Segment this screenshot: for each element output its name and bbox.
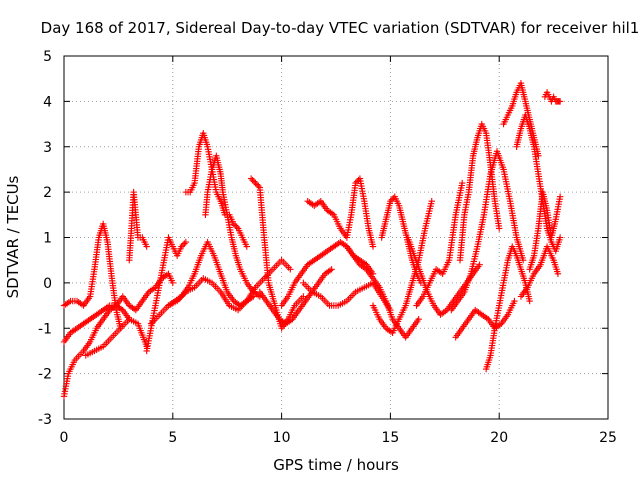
- data-point: [300, 293, 307, 300]
- data-point: [231, 222, 239, 229]
- satellite-track-21: [448, 148, 527, 314]
- satellite-track-6: [143, 234, 190, 355]
- data-point: [143, 243, 150, 250]
- satellite-track-24: [482, 243, 533, 373]
- satellite-track-16: [343, 243, 422, 341]
- satellite-track-23: [456, 120, 503, 264]
- satellite-track-28: [517, 243, 562, 300]
- data-point: [230, 220, 237, 228]
- y-tick-label: 4: [43, 94, 52, 110]
- x-tick-label: 20: [490, 430, 508, 446]
- satellite-track-5: [126, 188, 150, 264]
- satellite-track-3: [60, 302, 133, 346]
- data-point: [179, 241, 187, 249]
- data-point: [496, 225, 503, 232]
- x-tick-label: 25: [599, 430, 617, 446]
- data-point: [459, 179, 466, 187]
- satellite-track-8: [202, 152, 264, 300]
- chart-title: Day 168 of 2017, Sidereal Day-to-day VTE…: [41, 19, 640, 37]
- satellite-track-7: [182, 129, 250, 250]
- data-point: [287, 266, 294, 273]
- x-tick-label: 5: [168, 430, 177, 446]
- data-point: [247, 175, 255, 182]
- data-point: [243, 243, 250, 250]
- satellite-track-4: [82, 315, 150, 359]
- x-tick-label: 10: [273, 430, 291, 446]
- satellite-track-22: [452, 297, 518, 341]
- y-tick-label: 3: [43, 140, 52, 156]
- y-axis-label: SDTVAR / TECUs: [4, 175, 22, 298]
- x-tick-labels: 0 5 10 15 20 25: [60, 430, 617, 446]
- data-point: [511, 297, 518, 305]
- data-point: [233, 223, 240, 231]
- satellite-track-18: [378, 193, 425, 287]
- data-point: [476, 261, 483, 268]
- satellite-track-29: [541, 89, 564, 105]
- satellite-track-14: [304, 175, 377, 250]
- data-point: [250, 178, 258, 185]
- satellite-track-17: [369, 198, 435, 336]
- satellite-track-1: [60, 270, 176, 400]
- data-point: [253, 181, 261, 188]
- data-point: [556, 98, 564, 105]
- data-point: [556, 234, 564, 241]
- data-point: [428, 198, 435, 205]
- data-point: [369, 243, 377, 250]
- y-tick-label: -1: [38, 321, 52, 337]
- data-point: [182, 238, 190, 246]
- data-point: [181, 240, 188, 247]
- y-tick-label: 2: [43, 185, 52, 201]
- satellite-track-27: [526, 188, 564, 273]
- grid-lines: [64, 56, 608, 419]
- data-point: [388, 196, 396, 203]
- data-points: [60, 80, 564, 400]
- y-tick-label: 5: [43, 49, 52, 65]
- data-point: [178, 243, 185, 250]
- data-point: [169, 279, 176, 287]
- y-tick-label: -2: [38, 367, 52, 383]
- x-tick-label: 15: [381, 430, 399, 446]
- x-axis-label: GPS time / hours: [273, 456, 399, 474]
- data-point: [252, 179, 259, 187]
- data-point: [249, 176, 256, 184]
- data-point: [554, 270, 562, 277]
- y-tick-label: 0: [43, 276, 52, 292]
- axis-ticks: [63, 55, 609, 420]
- x-tick-label: 0: [60, 430, 69, 446]
- y-tick-labels: -3 -2 -1 0 1 2 3 4 5: [38, 49, 52, 428]
- data-point: [526, 297, 533, 305]
- data-point: [255, 182, 262, 190]
- y-tick-label: -3: [38, 412, 52, 428]
- satellite-track-10: [147, 256, 294, 327]
- data-point: [415, 315, 422, 323]
- data-point: [328, 266, 335, 273]
- satellite-track-12: [256, 266, 335, 327]
- satellite-track-20: [413, 179, 466, 309]
- data-point: [556, 193, 564, 200]
- data-point: [387, 198, 394, 205]
- satellite-track-2: [60, 220, 124, 332]
- y-tick-label: 1: [43, 231, 52, 247]
